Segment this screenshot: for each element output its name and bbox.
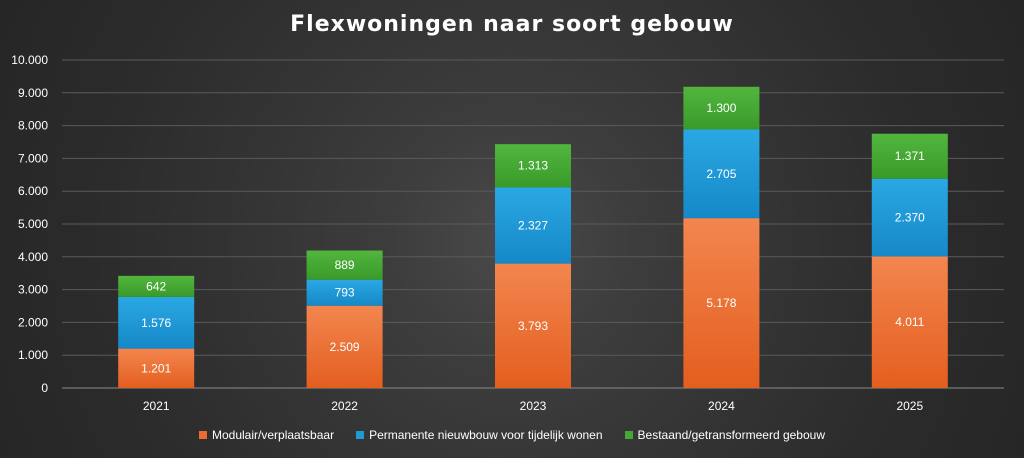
bar-segment xyxy=(306,250,383,280)
y-tick-label: 0 xyxy=(41,381,48,395)
legend-item: Bestaand/getransformeerd gebouw xyxy=(624,428,825,442)
data-label: 5.178 xyxy=(706,296,736,310)
y-tick-label: 9.000 xyxy=(18,86,48,100)
y-tick-label: 6.000 xyxy=(18,184,48,198)
data-label: 1.201 xyxy=(141,361,171,375)
y-tick-label: 1.000 xyxy=(18,348,48,362)
bar-segment xyxy=(118,296,195,349)
y-tick-label: 7.000 xyxy=(18,151,48,165)
x-tick-label: 2024 xyxy=(708,399,735,413)
data-label: 1.313 xyxy=(518,159,548,173)
bar-segment xyxy=(871,133,948,179)
bar-segment xyxy=(495,144,571,188)
data-label: 642 xyxy=(146,279,166,293)
data-label: 4.011 xyxy=(895,315,924,329)
bar-segment xyxy=(871,256,948,388)
x-tick-label: 2025 xyxy=(896,399,923,413)
data-label: 3.793 xyxy=(518,319,548,333)
data-label: 889 xyxy=(335,258,355,272)
bar-segment xyxy=(306,279,383,306)
y-tick-label: 3.000 xyxy=(18,283,48,297)
y-tick-label: 10.000 xyxy=(11,53,48,67)
bar-segment xyxy=(118,348,195,388)
x-tick-label: 2021 xyxy=(143,399,170,413)
data-label: 1.371 xyxy=(895,149,925,163)
bar-segment xyxy=(495,187,571,264)
y-tick-label: 4.000 xyxy=(18,250,48,264)
y-tick-label: 5.000 xyxy=(18,217,48,231)
y-tick-label: 8.000 xyxy=(18,119,48,133)
bar-segment xyxy=(683,86,760,130)
chart-legend: Modulair/verplaatsbaar Permanente nieuwbo… xyxy=(0,428,1024,442)
data-label: 2.705 xyxy=(706,167,736,181)
y-tick-label: 2.000 xyxy=(18,315,48,329)
data-label: 2.370 xyxy=(895,211,925,225)
bar-segment xyxy=(683,129,760,219)
bar-segment xyxy=(306,305,383,388)
x-tick-label: 2023 xyxy=(520,399,547,413)
chart-title: Flexwoningen naar soort gebouw xyxy=(290,12,734,37)
legend-swatch xyxy=(624,431,633,439)
legend-label: Permanente nieuwbouw voor tijdelijk wone… xyxy=(369,428,603,442)
legend-label: Bestaand/getransformeerd gebouw xyxy=(637,428,825,442)
data-label: 793 xyxy=(335,286,355,300)
bar-segment xyxy=(495,263,571,388)
data-label: 2.509 xyxy=(330,340,360,354)
data-label: 1.300 xyxy=(706,101,736,115)
legend-label: Modulair/verplaatsbaar xyxy=(212,428,335,442)
legend-item: Modulair/verplaatsbaar xyxy=(199,428,334,442)
legend-swatch xyxy=(356,431,365,439)
bar-segment xyxy=(683,218,760,388)
bar-segment xyxy=(118,275,195,297)
legend-swatch xyxy=(199,431,207,439)
data-label: 2.327 xyxy=(518,218,548,232)
legend-item: Permanente nieuwbouw voor tijdelijk wone… xyxy=(356,428,603,442)
bar-segment xyxy=(871,178,948,257)
data-label: 1.576 xyxy=(141,316,171,330)
x-tick-label: 2022 xyxy=(331,399,358,413)
